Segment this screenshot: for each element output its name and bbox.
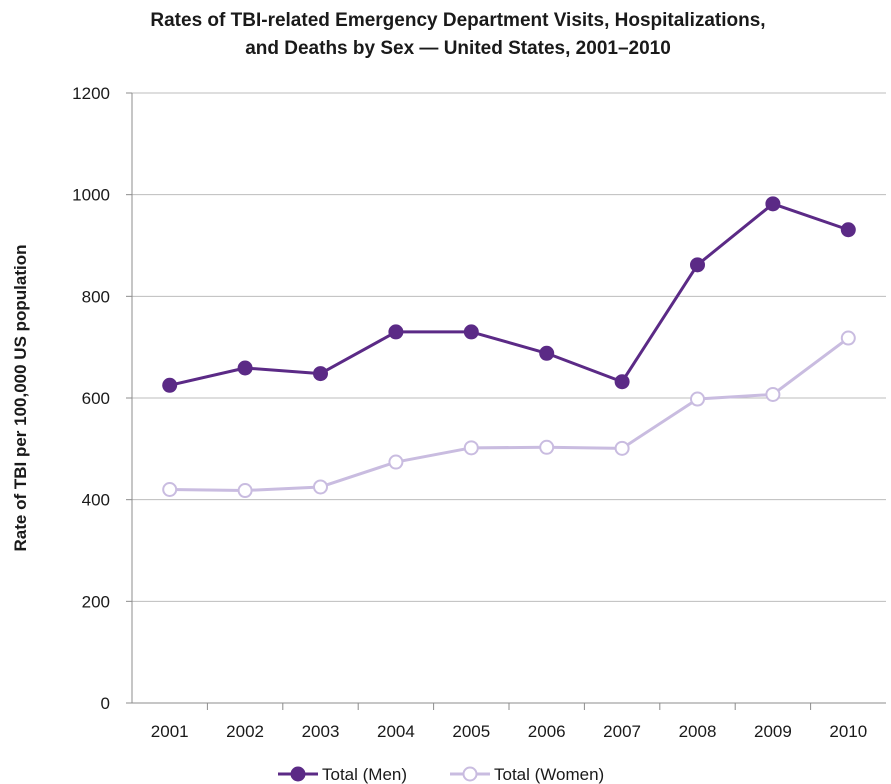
series-1-point-2001 <box>163 378 177 392</box>
legend-label-2: Total (Women) <box>494 765 604 784</box>
legend: Total (Men) Total (Women) <box>278 765 604 784</box>
legend-swatch-marker-1 <box>291 767 305 781</box>
series-2-point-2002 <box>239 484 252 497</box>
chart-title-line-2: and Deaths by Sex — United States, 2001–… <box>245 38 671 59</box>
series-2-point-2009 <box>766 388 779 401</box>
series-1-point-2005 <box>464 325 478 339</box>
y-tick-label-200: 200 <box>82 592 110 611</box>
legend-label-1: Total (Men) <box>322 765 407 784</box>
series-2-point-2007 <box>616 442 629 455</box>
y-axis-tick-labels: 0 200 400 600 800 1000 1200 <box>72 84 110 713</box>
x-tick-label-2007: 2007 <box>603 722 641 741</box>
series-1-point-2003 <box>314 367 328 381</box>
y-tick-label-400: 400 <box>82 491 110 510</box>
y-tick-label-0: 0 <box>101 694 110 713</box>
series-1 <box>163 197 856 392</box>
series-2-point-2004 <box>389 456 402 469</box>
series-2-point-2003 <box>314 480 327 493</box>
series-2-point-2008 <box>691 393 704 406</box>
y-axis-label: Rate of TBI per 100,000 US population <box>11 244 30 551</box>
x-tick-label-2009: 2009 <box>754 722 792 741</box>
y-tick-label-800: 800 <box>82 287 110 306</box>
y-tick-label-1200: 1200 <box>72 84 110 103</box>
series-1-point-2004 <box>389 325 403 339</box>
series-1-point-2010 <box>841 223 855 237</box>
series-2 <box>163 332 855 498</box>
series-2-point-2010 <box>842 332 855 345</box>
series-2-point-2005 <box>465 441 478 454</box>
series-1-point-2002 <box>238 361 252 375</box>
x-tick-label-2008: 2008 <box>679 722 717 741</box>
x-tick-label-2005: 2005 <box>452 722 490 741</box>
series-1-point-2008 <box>691 258 705 272</box>
series-2-point-2006 <box>540 441 553 454</box>
legend-swatch-marker-2 <box>464 768 477 781</box>
x-tick-label-2003: 2003 <box>302 722 340 741</box>
series-1-line <box>170 204 849 385</box>
x-tick-label-2002: 2002 <box>226 722 264 741</box>
x-axis-tick-labels: 2001 2002 2003 2004 2005 2006 2007 2008 2009 2010 <box>151 722 867 741</box>
x-tick-label-2001: 2001 <box>151 722 189 741</box>
chart-title-line-1: Rates of TBI-related Emergency Departmen… <box>150 10 765 31</box>
series-2-point-2001 <box>163 483 176 496</box>
y-tick-label-1000: 1000 <box>72 186 110 205</box>
x-tick-label-2010: 2010 <box>829 722 867 741</box>
series-1-point-2006 <box>540 346 554 360</box>
y-tick-label-600: 600 <box>82 389 110 408</box>
x-tick-label-2006: 2006 <box>528 722 566 741</box>
gridlines <box>132 93 886 601</box>
series-2-line <box>170 338 849 491</box>
series-1-point-2007 <box>615 375 629 389</box>
series-1-point-2009 <box>766 197 780 211</box>
x-tick-label-2004: 2004 <box>377 722 415 741</box>
data-series <box>163 197 856 497</box>
